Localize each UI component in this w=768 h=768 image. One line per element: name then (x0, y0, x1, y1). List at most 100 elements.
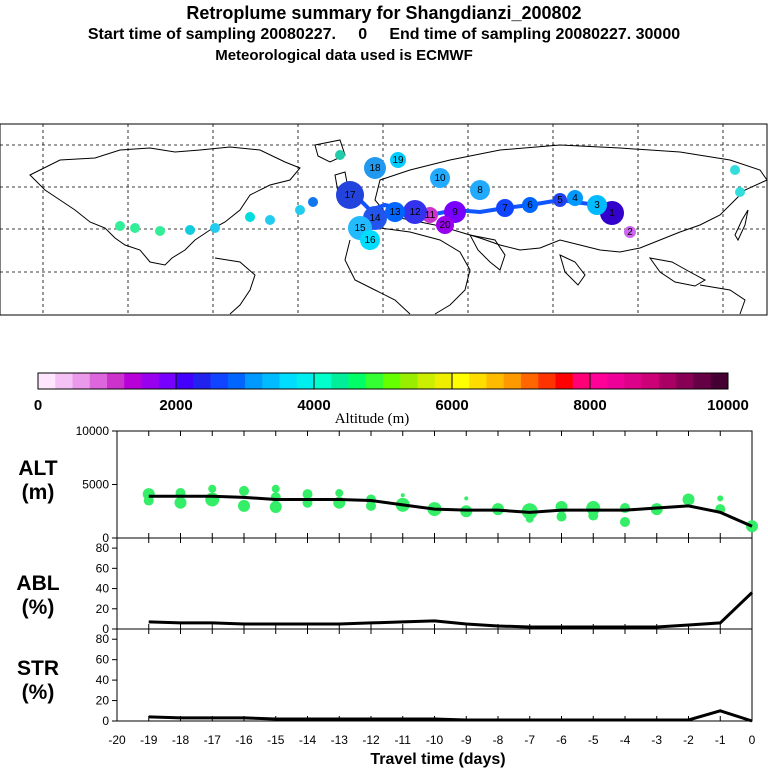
plume-circle (210, 223, 220, 233)
plume-circle (567, 190, 583, 206)
plume-day-label: 18 (369, 163, 381, 174)
plume-circle (130, 223, 140, 233)
plume-circle (470, 180, 490, 200)
plume-day-label: 6 (527, 200, 533, 211)
series-line (148, 591, 754, 629)
x-axis: -20 -19 -18 -17 -16 -15 -14 -13 -12 -11 -10 -9 -8 -7-… (108, 733, 755, 768)
plume-day-label: 7 (502, 203, 508, 214)
colorbar-swatch (55, 373, 73, 389)
x-tick-label: -8 (493, 733, 504, 747)
plume-day-label: 14 (369, 213, 381, 224)
panel-ylabel: (m) (22, 481, 55, 504)
plume-circle (522, 197, 538, 213)
coastlines (29, 139, 768, 315)
colorbar-swatch (710, 373, 729, 389)
y-tick-label: 0 (102, 531, 109, 545)
altitude-colorbar: 0 2000 4000 6000 8000 10000 Altitude (m) (34, 372, 749, 427)
altitude-point (400, 493, 405, 498)
colorbar-swatch (193, 373, 211, 389)
altitude-point (335, 489, 344, 498)
altitude-point (302, 489, 313, 500)
colorbar-swatch (607, 373, 625, 389)
y-tick-label: 60 (96, 653, 110, 667)
colorbar-swatch (693, 373, 712, 389)
colorbar-swatch (572, 373, 591, 389)
x-tick-label: -17 (204, 733, 222, 747)
colorbar-swatch (400, 373, 418, 389)
plume-day-label: 1 (609, 208, 615, 219)
plume-circle (115, 221, 125, 231)
plume-circle (403, 200, 427, 224)
panel-str: 80 60 40 20 0 STR(%) (17, 628, 753, 728)
x-tick-label: -9 (461, 733, 472, 747)
panel-frame (116, 537, 753, 630)
colorbar-swatch (107, 373, 125, 389)
colorbar-swatch (245, 373, 263, 389)
plume-day-label: 15 (354, 223, 366, 234)
plume-circle (390, 152, 406, 168)
x-tick-label: -19 (140, 733, 158, 747)
chart-title: Retroplume summary for Shangdianzi_20080… (186, 3, 582, 23)
colorbar-swatch (486, 373, 505, 389)
x-tick-label: -10 (426, 733, 444, 747)
x-tick-label: -18 (172, 733, 190, 747)
plume-day-label: 13 (389, 207, 401, 218)
plume-circle (735, 187, 745, 197)
colorbar-swatch (262, 373, 280, 389)
altitude-point (588, 510, 599, 521)
x-tick-label: -5 (588, 733, 599, 747)
series-line (148, 709, 753, 723)
panel-frame (116, 628, 753, 722)
altitude-point (525, 514, 534, 523)
plume-circle (155, 226, 165, 236)
plume-day-label: 4 (572, 193, 578, 204)
x-tick-label: -11 (395, 733, 412, 747)
y-tick-label: 60 (96, 561, 110, 575)
y-tick-label: 5000 (82, 478, 109, 492)
plume-circle (335, 150, 345, 160)
met-data-note: Meteorological data used is ECMWF (215, 47, 473, 64)
plume-circle (185, 225, 195, 235)
altitude-point (208, 484, 217, 493)
colorbar-swatch (158, 373, 177, 389)
x-tick-label: -12 (362, 733, 380, 747)
x-tick-label: -15 (267, 733, 285, 747)
colorbar-swatch (659, 373, 677, 389)
colorbar-tick-label: 6000 (435, 397, 468, 414)
time-series-panels: 1000050000ALT(m)806040200ABL(%)806040200… (16, 424, 758, 768)
altitude-point (271, 484, 280, 493)
colorbar-swatch (503, 373, 522, 389)
x-tick-label: -13 (331, 733, 349, 747)
colorbar-swatch (590, 373, 608, 389)
plume-day-label: 17 (344, 190, 356, 201)
y-tick-label: 0 (102, 622, 109, 636)
colorbar-swatch (314, 373, 332, 389)
plume-day-label: 19 (392, 155, 404, 166)
colorbar-tick-label: 8000 (573, 397, 606, 414)
colorbar-tick-label: 2000 (159, 397, 192, 414)
y-tick-label: 40 (96, 582, 110, 596)
altitude-point (556, 511, 567, 522)
altitude-point (239, 485, 249, 496)
x-tick-label: -3 (651, 733, 662, 747)
colorbar-swatch (365, 373, 384, 389)
altitude-point (238, 499, 250, 512)
y-tick-label: 80 (96, 632, 110, 646)
colorbar-tick-label: 10000 (707, 397, 749, 414)
plume-day-label: 10 (434, 173, 446, 184)
plume-circle (436, 216, 454, 234)
plume-circle (360, 230, 380, 250)
colorbar-swatch (348, 373, 367, 389)
plume-day-label: 11 (425, 210, 436, 221)
plume-day-label: 12 (409, 207, 421, 218)
x-tick-label: -1 (715, 733, 726, 747)
plume-day-label: 5 (557, 195, 563, 206)
panel-abl: 80 60 40 20 0 ABL(%) (16, 537, 754, 636)
plume-day-label: 2 (627, 227, 633, 238)
plume-day-label: 8 (477, 185, 483, 196)
colorbar-tick-label: 4000 (297, 397, 330, 414)
plume-circle (308, 197, 318, 207)
x-tick-label: -7 (524, 733, 535, 747)
plume-circle (385, 202, 405, 222)
